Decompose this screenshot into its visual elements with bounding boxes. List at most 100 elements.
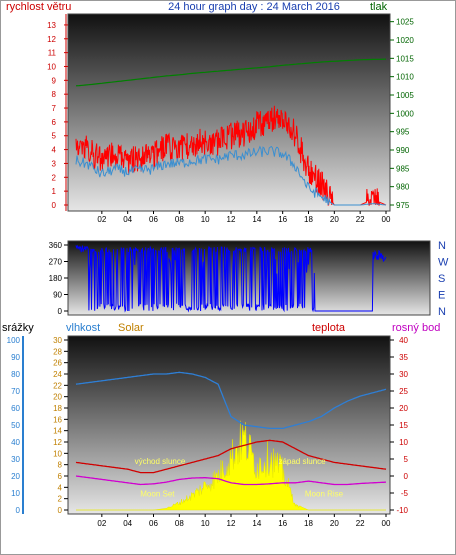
wind-axis-tick-label: 3 xyxy=(52,159,57,168)
direction-axis-tick-label: 90 xyxy=(53,291,62,300)
humidity-line xyxy=(75,371,387,430)
x-axis-tick-label: 22 xyxy=(356,519,365,528)
rain-axis-tick-label: 80 xyxy=(11,370,20,379)
wind-direction-line xyxy=(75,244,387,313)
solar-axis-tick-label: 10 xyxy=(53,449,62,458)
solar-axis-tick-label: 18 xyxy=(53,404,62,413)
x-axis-tick-label: 08 xyxy=(175,215,184,224)
temperature-line xyxy=(75,439,387,474)
solar-axis-tick-label: 0 xyxy=(58,506,63,515)
x-axis-tick-label: 06 xyxy=(149,519,158,528)
wind-axis-tick-label: 6 xyxy=(52,118,57,127)
pressure-axis-tick-label: 990 xyxy=(396,146,410,155)
temp-axis-tick-label: 20 xyxy=(399,404,408,413)
rain-axis-tick-label: 20 xyxy=(11,472,20,481)
pressure-axis-tick-label: 980 xyxy=(396,183,410,192)
solar-axis-tick-label: 24 xyxy=(53,370,62,379)
direction-axis-tick-label: 180 xyxy=(49,274,63,283)
compass-label: S xyxy=(438,273,445,285)
rain-axis-tick-label: 40 xyxy=(11,438,20,447)
solar-axis-tick-label: 8 xyxy=(58,461,63,470)
rain-axis-tick-label: 70 xyxy=(11,387,20,396)
graph-title: 24 hour graph day : 24 March 2016 xyxy=(168,1,340,13)
temperature-label: teplota xyxy=(312,322,346,334)
pressure-axis-tick-label: 1010 xyxy=(396,73,414,82)
dew-point-label: rosný bod xyxy=(392,322,440,334)
solar-axis-tick-label: 12 xyxy=(53,438,62,447)
x-axis-tick-label: 02 xyxy=(97,215,106,224)
pressure-axis-tick-label: 1015 xyxy=(396,54,414,63)
temp-humidity-panel: 0102030405060708090100024681012141618202… xyxy=(7,335,409,528)
solar-axis-tick-label: 2 xyxy=(58,495,63,504)
temp-axis-tick-label: 5 xyxy=(404,455,409,464)
direction-axis-tick-label: 360 xyxy=(49,241,63,250)
pressure-label: tlak xyxy=(370,1,388,13)
x-axis-tick-label: 00 xyxy=(382,215,391,224)
pressure-axis-tick-label: 985 xyxy=(396,164,410,173)
compass-label: E xyxy=(438,290,445,302)
x-axis-tick-label: 00 xyxy=(382,519,391,528)
pressure-axis-tick-label: 1020 xyxy=(396,36,414,45)
pressure-axis-tick-label: 1025 xyxy=(396,18,414,27)
compass-label: N xyxy=(438,240,446,252)
humidity-label: vlhkost xyxy=(66,322,100,334)
sunset-annotation: západ slunce xyxy=(278,457,326,466)
wind-axis-tick-label: 1 xyxy=(52,187,57,196)
x-axis-tick-label: 04 xyxy=(123,519,132,528)
temp-axis-tick-label: -10 xyxy=(396,506,408,515)
rain-axis-tick-label: 30 xyxy=(11,455,20,464)
x-axis-tick-label: 04 xyxy=(123,215,132,224)
wind-pressure-panel: 0123456789101112139759809859909951000100… xyxy=(47,13,414,224)
pressure-axis-tick-label: 995 xyxy=(396,128,410,137)
wind-axis-tick-label: 12 xyxy=(47,35,56,44)
solar-axis-tick-label: 28 xyxy=(53,347,62,356)
solar-axis-tick-label: 14 xyxy=(53,427,62,436)
direction-axis-tick-label: 270 xyxy=(49,258,63,267)
x-axis-tick-label: 14 xyxy=(252,519,261,528)
solar-axis-tick-label: 16 xyxy=(53,415,62,424)
rain-axis-tick-label: 100 xyxy=(7,336,21,345)
x-axis-tick-label: 14 xyxy=(252,215,261,224)
x-axis-tick-label: 12 xyxy=(227,519,236,528)
rain-axis-tick-label: 10 xyxy=(11,489,20,498)
wind-pressure-plot-area xyxy=(67,13,391,212)
wind-axis-tick-label: 7 xyxy=(52,104,57,113)
solar-axis-tick-label: 4 xyxy=(58,483,63,492)
moonset-annotation: Moon Set xyxy=(140,489,175,498)
x-axis-tick-label: 12 xyxy=(227,215,236,224)
x-axis-tick-label: 22 xyxy=(356,215,365,224)
wind-axis-tick-label: 10 xyxy=(47,62,56,71)
x-axis-tick-label: 16 xyxy=(278,215,287,224)
rain-axis-tick-label: 60 xyxy=(11,404,20,413)
wind-speed-label: rychlost větru xyxy=(6,1,71,13)
wind-axis-tick-label: 11 xyxy=(48,49,57,58)
rain-axis-tick-label: 50 xyxy=(11,421,20,430)
x-axis-tick-label: 16 xyxy=(278,519,287,528)
x-axis-tick-label: 10 xyxy=(201,519,210,528)
x-axis-tick-label: 18 xyxy=(304,215,313,224)
pressure-axis-tick-label: 975 xyxy=(396,201,410,210)
dew-point-line xyxy=(75,475,387,486)
temp-axis-tick-label: 40 xyxy=(399,336,408,345)
wind-axis-tick-label: 9 xyxy=(52,76,57,85)
x-axis-tick-label: 10 xyxy=(201,215,210,224)
temp-axis-tick-label: 25 xyxy=(399,387,408,396)
compass-label: N xyxy=(438,306,446,318)
temp-axis-tick-label: 10 xyxy=(399,438,408,447)
temp-axis-tick-label: 0 xyxy=(404,472,409,481)
pressure-axis-tick-label: 1005 xyxy=(396,91,414,100)
x-axis-tick-label: 18 xyxy=(304,519,313,528)
rain-axis-tick-label: 90 xyxy=(11,353,20,362)
wind-axis-tick-label: 13 xyxy=(47,21,56,30)
temp-axis-tick-label: 35 xyxy=(399,353,408,362)
wind-axis-tick-label: 8 xyxy=(52,90,57,99)
moonrise-annotation: Moon Rise xyxy=(305,489,344,498)
temp-axis-tick-label: -5 xyxy=(401,489,409,498)
pressure-line xyxy=(75,58,387,87)
compass-label: W xyxy=(438,257,449,269)
solar-label: Solar xyxy=(118,322,144,334)
x-axis-tick-label: 20 xyxy=(330,215,339,224)
solar-axis-tick-label: 20 xyxy=(53,393,62,402)
